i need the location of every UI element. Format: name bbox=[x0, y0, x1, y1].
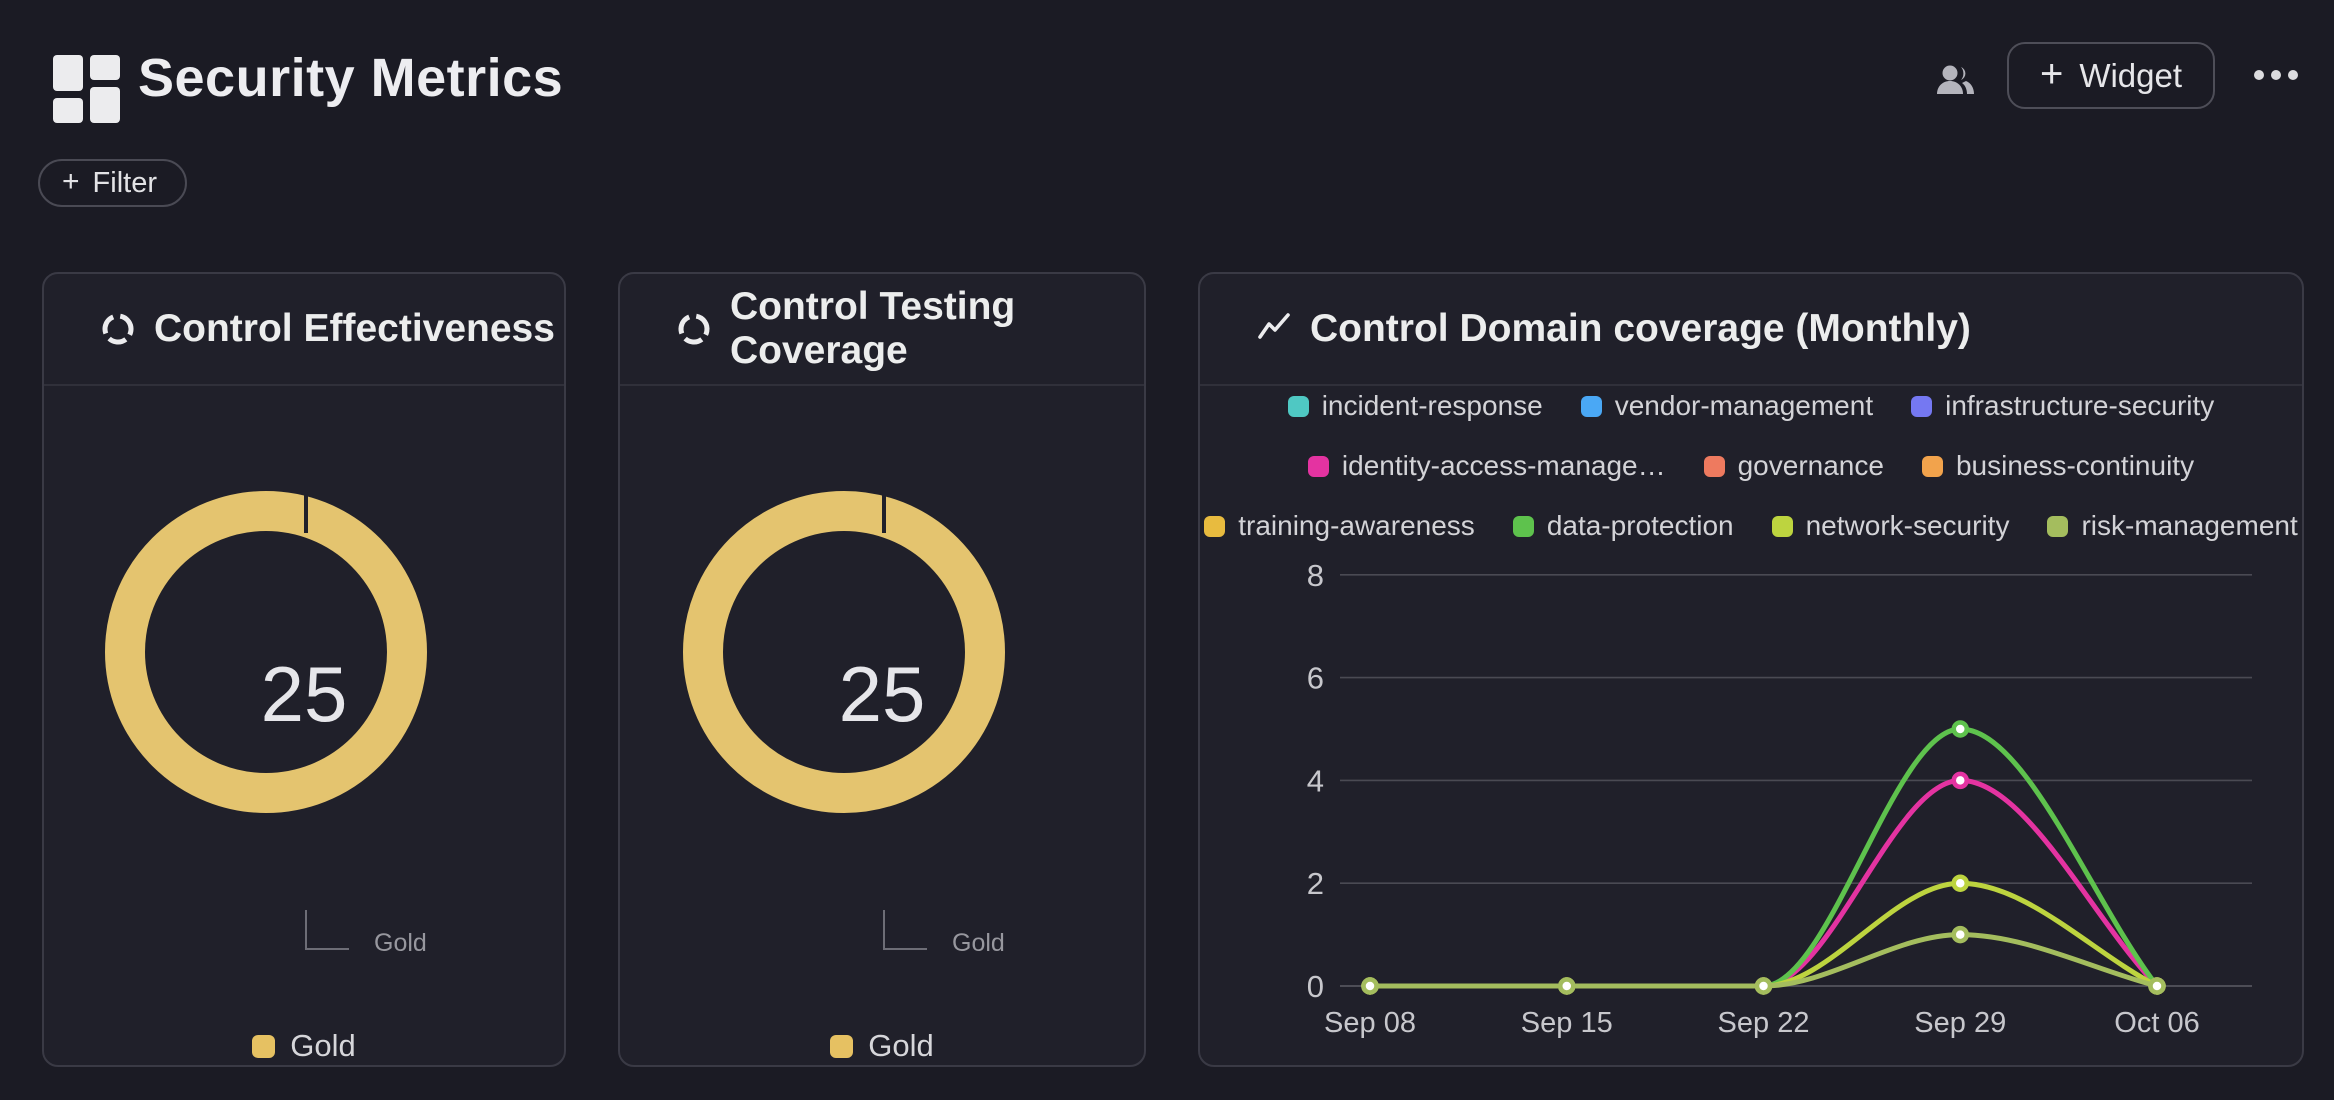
x-axis-label: Sep 29 bbox=[1914, 1007, 2006, 1039]
legend-swatch bbox=[1771, 515, 1793, 537]
gauge-value: 25 bbox=[838, 650, 926, 738]
data-point-data-protection[interactable] bbox=[1951, 720, 1969, 738]
gauge-chart: 25 Gold Gold bbox=[44, 274, 564, 1065]
legend-swatch bbox=[1204, 515, 1226, 537]
line-chart: 0 2 4 6 8 Sep 08 Sep 15 Sep 22 Sep 29 Oct 06 bbox=[1307, 558, 2252, 1039]
legend-item-infrastructure-security[interactable]: infrastructure-security bbox=[1911, 390, 2214, 422]
legend-row: training-awareness data-protection network… bbox=[1200, 510, 2302, 542]
legend-label: Gold bbox=[868, 1028, 934, 1063]
legend-label: identity-access-manage… bbox=[1341, 450, 1666, 481]
legend-swatch bbox=[252, 1034, 276, 1058]
series-line-network-security[interactable] bbox=[1367, 880, 2160, 989]
card-title: Control Effectiveness bbox=[154, 307, 555, 350]
legend-item-risk-management[interactable]: risk-management bbox=[2047, 510, 2298, 542]
gauge-chart: 25 Gold Gold bbox=[620, 274, 1144, 1065]
legend-label: vendor-management bbox=[1614, 390, 1874, 421]
x-axis-label: Sep 15 bbox=[1521, 1007, 1613, 1039]
y-axis-label: 4 bbox=[1307, 763, 1324, 798]
data-point-risk-management[interactable] bbox=[1361, 977, 1379, 995]
y-axis-label: 8 bbox=[1307, 558, 1324, 593]
data-point-identity-access-management[interactable] bbox=[1951, 771, 1969, 790]
legend-item-vendor-management[interactable]: vendor-management bbox=[1580, 390, 1874, 422]
donut-notch bbox=[304, 491, 308, 533]
legend-label: risk-management bbox=[2081, 510, 2298, 541]
legend-item-identity-access-management[interactable]: identity-access-manage… bbox=[1307, 450, 1666, 482]
donut-notch bbox=[882, 491, 886, 533]
legend-swatch bbox=[830, 1034, 854, 1058]
data-point-risk-management[interactable] bbox=[1754, 977, 1773, 995]
legend-item-governance[interactable]: governance bbox=[1703, 450, 1884, 482]
data-point-risk-management[interactable] bbox=[1558, 977, 1576, 995]
card-title: Control Testing Coverage bbox=[730, 285, 1016, 372]
more-options-icon[interactable] bbox=[2248, 64, 2304, 86]
plus-icon: + bbox=[2039, 51, 2064, 96]
y-axis-label: 6 bbox=[1307, 661, 1324, 696]
data-point-network-security[interactable] bbox=[1951, 874, 1969, 892]
app-logo-icon bbox=[53, 55, 120, 123]
legend-label: Gold bbox=[290, 1028, 356, 1063]
legend-item-business-continuity[interactable]: business-continuity bbox=[1921, 450, 2195, 482]
users-icon[interactable] bbox=[1933, 58, 1977, 102]
legend-swatch bbox=[1580, 395, 1602, 417]
legend-item-network-security[interactable]: network-security bbox=[1771, 510, 2010, 542]
legend-swatch bbox=[1911, 395, 1933, 417]
plus-icon: + bbox=[62, 164, 80, 198]
data-point-risk-management[interactable] bbox=[2148, 977, 2166, 995]
filter-label: Filter bbox=[92, 166, 157, 199]
legend-swatch bbox=[1921, 455, 1943, 477]
chart-legend: incident-response vendor-management infras… bbox=[1200, 390, 2302, 542]
y-axis-label: 0 bbox=[1307, 969, 1324, 1004]
gauge-legend[interactable]: Gold bbox=[620, 1024, 1144, 1068]
y-axis-label: 2 bbox=[1307, 866, 1324, 901]
data-point-risk-management[interactable] bbox=[1951, 925, 1969, 944]
card-control-domain-coverage: Control Domain coverage (Monthly) incide… bbox=[1198, 272, 2304, 1067]
filter-button[interactable]: + Filter bbox=[38, 159, 187, 207]
legend-swatch bbox=[2047, 515, 2069, 537]
gauge-legend[interactable]: Gold bbox=[44, 1024, 564, 1068]
page-title: Security Metrics bbox=[138, 48, 564, 108]
legend-row: incident-response vendor-management infras… bbox=[1200, 390, 2302, 422]
legend-label: network-security bbox=[1805, 510, 2010, 541]
card-header: Control Testing Coverage bbox=[620, 274, 1144, 386]
legend-item-training-awareness[interactable]: training-awareness bbox=[1204, 510, 1475, 542]
legend-swatch bbox=[1307, 455, 1329, 477]
trend-line-icon bbox=[1258, 313, 1290, 339]
card-title: Control Domain coverage (Monthly) bbox=[1310, 307, 1971, 350]
card-control-testing-coverage: Control Testing Coverage 25 Gold Gold bbox=[618, 272, 1146, 1067]
legend-label: infrastructure-security bbox=[1945, 390, 2215, 421]
card-control-effectiveness: Control Effectiveness 25 Gold Gold bbox=[42, 272, 566, 1067]
donut-chart-icon bbox=[102, 313, 134, 345]
pointer-label: Gold bbox=[374, 929, 427, 957]
legend-label: training-awareness bbox=[1238, 510, 1475, 541]
legend-swatch bbox=[1512, 515, 1534, 537]
legend-item-incident-response[interactable]: incident-response bbox=[1287, 390, 1543, 422]
gauge-value: 25 bbox=[260, 650, 348, 738]
card-header: Control Domain coverage (Monthly) bbox=[1200, 274, 2302, 386]
legend-row: identity-access-manage… governance busines… bbox=[1200, 450, 2302, 482]
app-header: Security Metrics + Widget bbox=[0, 0, 2334, 140]
add-widget-label: Widget bbox=[2079, 56, 2183, 94]
donut-chart-icon bbox=[678, 313, 710, 345]
x-axis-label: Sep 08 bbox=[1324, 1007, 1416, 1039]
x-axis-label: Oct 06 bbox=[2114, 1007, 2199, 1039]
legend-label: incident-response bbox=[1321, 390, 1543, 421]
legend-label: business-continuity bbox=[1955, 450, 2195, 481]
legend-item-data-protection[interactable]: data-protection bbox=[1512, 510, 1734, 542]
legend-label: data-protection bbox=[1546, 510, 1734, 541]
pointer-line bbox=[305, 910, 349, 950]
pointer-line bbox=[883, 910, 927, 950]
legend-swatch bbox=[1287, 395, 1309, 417]
pointer-label: Gold bbox=[952, 929, 1005, 957]
legend-label: governance bbox=[1737, 450, 1884, 481]
add-widget-button[interactable]: + Widget bbox=[2007, 42, 2215, 109]
x-axis-label: Sep 22 bbox=[1718, 1007, 1810, 1039]
card-header: Control Effectiveness bbox=[44, 274, 564, 386]
legend-swatch bbox=[1703, 455, 1725, 477]
